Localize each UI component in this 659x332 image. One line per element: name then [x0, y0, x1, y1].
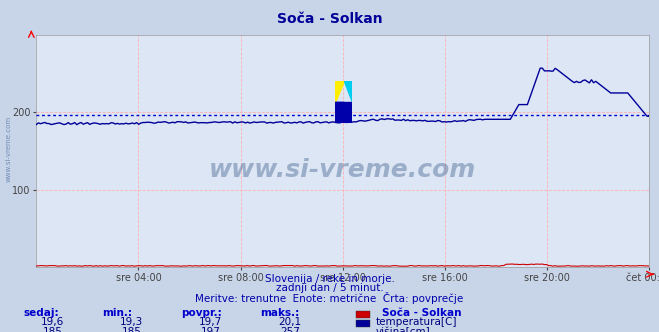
Text: 257: 257 [280, 327, 300, 332]
Text: min.:: min.: [102, 308, 132, 318]
Text: temperatura[C]: temperatura[C] [376, 317, 457, 327]
Text: 185: 185 [43, 327, 63, 332]
Text: sedaj:: sedaj: [23, 308, 59, 318]
Text: zadnji dan / 5 minut.: zadnji dan / 5 minut. [275, 283, 384, 293]
Text: 185: 185 [122, 327, 142, 332]
Text: Soča - Solkan: Soča - Solkan [382, 308, 462, 318]
Polygon shape [344, 81, 353, 102]
Text: Soča - Solkan: Soča - Solkan [277, 12, 382, 26]
Text: 19,6: 19,6 [41, 317, 65, 327]
Text: višina[cm]: višina[cm] [376, 327, 430, 332]
Text: maks.:: maks.: [260, 308, 300, 318]
Text: www.si-vreme.com: www.si-vreme.com [209, 158, 476, 182]
Polygon shape [335, 81, 344, 102]
Text: 197: 197 [201, 327, 221, 332]
Text: Meritve: trenutne  Enote: metrične  Črta: povprečje: Meritve: trenutne Enote: metrične Črta: … [195, 292, 464, 304]
Text: Slovenija / reke in morje.: Slovenija / reke in morje. [264, 274, 395, 284]
Text: www.si-vreme.com: www.si-vreme.com [5, 116, 11, 183]
Text: 19,3: 19,3 [120, 317, 144, 327]
Polygon shape [335, 102, 353, 123]
Polygon shape [344, 102, 353, 123]
Text: 20,1: 20,1 [278, 317, 302, 327]
Text: povpr.:: povpr.: [181, 308, 222, 318]
Text: 19,7: 19,7 [199, 317, 223, 327]
